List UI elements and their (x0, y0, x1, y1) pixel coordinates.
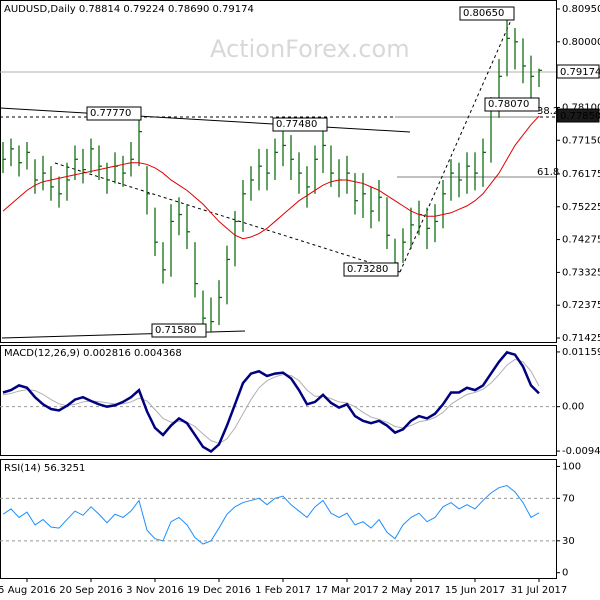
y-tick-label: 0.73325 (562, 267, 600, 278)
annotation: 0.79174 (560, 67, 600, 78)
annotation-box (272, 117, 328, 132)
moving-average (2, 115, 540, 240)
x-tick-label: 17 Mar 2017 (315, 585, 378, 596)
x-tick-label: 5 Aug 2016 (0, 585, 56, 596)
y-tick-label: 0.74275 (562, 235, 600, 246)
annotation-box (86, 106, 142, 121)
watermark: ActionForex.com (210, 35, 410, 63)
x-tick-label: 2 May 2017 (382, 585, 441, 596)
x-tick-label: 3 Nov 2016 (126, 585, 184, 596)
annotation-box (343, 262, 399, 277)
x-tick-label: 31 Jul 2017 (511, 585, 568, 596)
annotation: 38.2 (537, 106, 559, 117)
annotation: 0.77480 (276, 119, 317, 130)
annotation: 0.71580 (155, 325, 196, 336)
trend-line (54, 162, 401, 273)
macd-line (2, 350, 540, 454)
annotation: 0.77770 (90, 108, 131, 119)
trend-line (399, 17, 513, 273)
y-tick-label: 70 (562, 493, 575, 504)
rsi-title: RSI(14) 56.3251 (4, 463, 85, 474)
macd-panel (0, 345, 557, 456)
rsi-line (2, 485, 540, 545)
x-tick-label: 1 Feb 2017 (255, 585, 311, 596)
annotation: 0.78070 (488, 99, 529, 110)
annotation-box (151, 323, 207, 338)
price-marker (556, 64, 600, 79)
x-tick-label: 19 Dec 2016 (187, 585, 251, 596)
y-tick-label: 0.80000 (562, 37, 600, 48)
y-tick-label: 100 (562, 461, 581, 472)
y-tick-label: 0.71425 (562, 333, 600, 344)
y-tick-label: 0.77150 (562, 135, 600, 146)
y-tick-label: 0 (562, 568, 568, 579)
annotation: 0.73280 (347, 264, 388, 275)
annotation-box (459, 6, 515, 21)
y-tick-label: -0.009408 (562, 446, 600, 457)
x-tick-label: 15 Jun 2017 (445, 585, 505, 596)
annotation: 0.80650 (463, 8, 504, 19)
price-panel (0, 0, 557, 343)
y-tick-label: 0.80950 (562, 4, 600, 15)
ma-marker (556, 108, 600, 123)
y-tick-label: 0.76175 (562, 169, 600, 180)
y-tick-label: 0.01159 (562, 347, 600, 358)
x-tick-label: 20 Sep 2016 (59, 585, 122, 596)
y-tick-label: 30 (562, 536, 575, 547)
y-tick-label: 0.72375 (562, 300, 600, 311)
y-tick-label: 0.00 (562, 402, 584, 413)
price-title: AUDUSD,Daily 0.78814 0.79224 0.78690 0.7… (4, 4, 254, 15)
y-tick-label: 0.78100 (562, 102, 600, 113)
y-tick-label: 0.75225 (562, 202, 600, 213)
annotation: 0.77850 (560, 111, 600, 122)
rsi-panel (0, 459, 557, 579)
annotation: 61.8 (537, 167, 559, 178)
annotation-box (484, 97, 540, 112)
macd-title: MACD(12,26,9) 0.002816 0.004368 (4, 348, 182, 359)
trend-line (0, 107, 411, 133)
